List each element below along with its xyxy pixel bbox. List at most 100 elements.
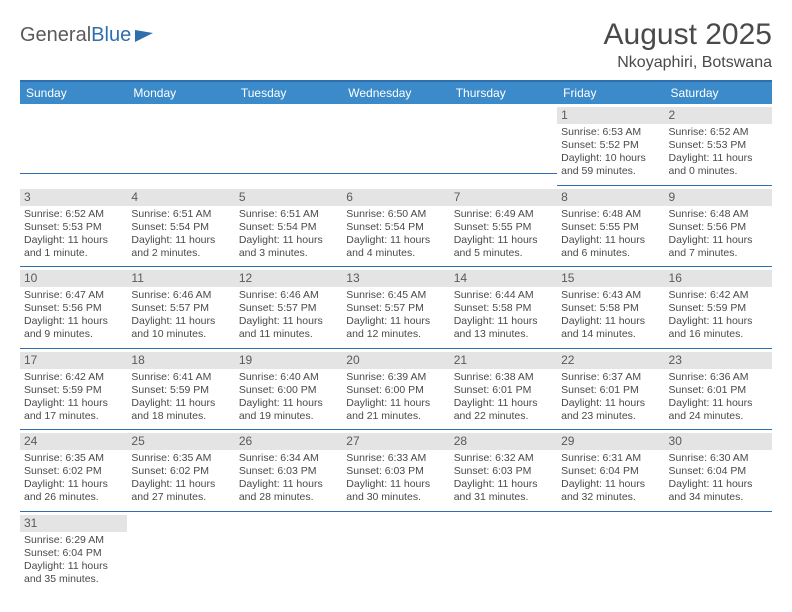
calendar-cell: 23Sunrise: 6:36 AMSunset: 6:01 PMDayligh…: [665, 349, 772, 431]
calendar-cell: 3Sunrise: 6:52 AMSunset: 5:53 PMDaylight…: [20, 186, 127, 268]
day-info: Sunrise: 6:29 AMSunset: 6:04 PMDaylight:…: [24, 534, 123, 587]
day-number: 17: [20, 352, 127, 369]
calendar-cell: 17Sunrise: 6:42 AMSunset: 5:59 PMDayligh…: [20, 349, 127, 431]
calendar-cell: 25 Sunrise: 6:35 AMSunset: 6:02 PMDayligh…: [127, 430, 234, 512]
day-header: Wednesday: [342, 82, 449, 104]
calendar-cell: 26 Sunrise: 6:34 AMSunset: 6:03 PMDayligh…: [235, 430, 342, 512]
day-number: 16: [665, 270, 772, 287]
calendar-cell: 24 Sunrise: 6:35 AMSunset: 6:02 PMDayligh…: [20, 430, 127, 512]
calendar-cell: 13 Sunrise: 6:45 AMSunset: 5:57 PMDayligh…: [342, 267, 449, 349]
day-header: Monday: [127, 82, 234, 104]
calendar-cell: 20Sunrise: 6:39 AMSunset: 6:00 PMDayligh…: [342, 349, 449, 431]
day-number: 27: [342, 433, 449, 450]
day-info: Sunrise: 6:37 AMSunset: 6:01 PMDaylight:…: [561, 371, 660, 424]
day-info: Sunrise: 6:40 AMSunset: 6:00 PMDaylight:…: [239, 371, 338, 424]
day-number: 7: [450, 189, 557, 206]
day-info: Sunrise: 6:35 AMSunset: 6:02 PMDaylight:…: [24, 452, 123, 505]
day-number: 4: [127, 189, 234, 206]
day-info: Sunrise: 6:46 AMSunset: 5:57 PMDaylight:…: [239, 289, 338, 342]
day-info: Sunrise: 6:43 AMSunset: 5:58 PMDaylight:…: [561, 289, 660, 342]
calendar-cell: 22Sunrise: 6:37 AMSunset: 6:01 PMDayligh…: [557, 349, 664, 431]
calendar-cell: 2Sunrise: 6:52 AMSunset: 5:53 PMDaylight…: [665, 104, 772, 186]
header: GeneralBlue August 2025 Nkoyaphiri, Bots…: [20, 18, 772, 72]
calendar-cell: 4 Sunrise: 6:51 AMSunset: 5:54 PMDaylight…: [127, 186, 234, 268]
day-number: 12: [235, 270, 342, 287]
day-info: Sunrise: 6:53 AMSunset: 5:52 PMDaylight:…: [561, 126, 660, 179]
day-header: Tuesday: [235, 82, 342, 104]
day-number: 24: [20, 433, 127, 450]
day-number: 19: [235, 352, 342, 369]
day-info: Sunrise: 6:30 AMSunset: 6:04 PMDaylight:…: [669, 452, 768, 505]
day-header: Saturday: [665, 82, 772, 104]
logo-text-general: General: [20, 24, 91, 47]
calendar-cell: 31 Sunrise: 6:29 AMSunset: 6:04 PMDayligh…: [20, 512, 127, 593]
calendar-row: 24Sunrise: 6:35 AMSunset: 6:02 PMDayligh…: [20, 430, 772, 512]
calendar-cell: 14Sunrise: 6:44 AMSunset: 5:58 PMDayligh…: [450, 267, 557, 349]
calendar-cell: 15 Sunrise: 6:43 AMSunset: 5:58 PMDayligh…: [557, 267, 664, 349]
day-info: Sunrise: 6:45 AMSunset: 5:57 PMDaylight:…: [346, 289, 445, 342]
calendar-cell: 7Sunrise: 6:49 AMSunset: 5:55 PMDaylight…: [450, 186, 557, 268]
calendar-cell: 29 Sunrise: 6:31 AMSunset: 6:04 PMDayligh…: [557, 430, 664, 512]
day-number: 26: [235, 433, 342, 450]
calendar-body: 1 Sunrise: 6:53 AMSunset: 5:52 PMDaylight…: [20, 104, 772, 592]
day-number: 15: [557, 270, 664, 287]
calendar-cell: [342, 512, 449, 593]
day-info: Sunrise: 6:48 AMSunset: 5:55 PMDaylight:…: [561, 208, 660, 261]
calendar-row: 10 Sunrise: 6:47 AMSunset: 5:56 PMDayligh…: [20, 267, 772, 349]
day-number: 31: [20, 515, 127, 532]
day-header: Thursday: [450, 82, 557, 104]
calendar-cell: 27 Sunrise: 6:33 AMSunset: 6:03 PMDayligh…: [342, 430, 449, 512]
day-number: 3: [20, 189, 127, 206]
day-info: Sunrise: 6:34 AMSunset: 6:03 PMDaylight:…: [239, 452, 338, 505]
calendar-cell: [557, 512, 664, 593]
calendar-cell: [127, 512, 234, 593]
calendar-row: 1 Sunrise: 6:53 AMSunset: 5:52 PMDaylight…: [20, 104, 772, 186]
day-info: Sunrise: 6:38 AMSunset: 6:01 PMDaylight:…: [454, 371, 553, 424]
calendar-cell: 6Sunrise: 6:50 AMSunset: 5:54 PMDaylight…: [342, 186, 449, 268]
calendar-cell: 19 Sunrise: 6:40 AMSunset: 6:00 PMDayligh…: [235, 349, 342, 431]
day-info: Sunrise: 6:46 AMSunset: 5:57 PMDaylight:…: [131, 289, 230, 342]
day-number: 13: [342, 270, 449, 287]
calendar-cell: [127, 104, 234, 186]
flag-icon: [133, 28, 155, 44]
calendar-cell: 5 Sunrise: 6:51 AMSunset: 5:54 PMDaylight…: [235, 186, 342, 268]
day-number: 14: [450, 270, 557, 287]
day-number: 28: [450, 433, 557, 450]
logo-text-blue: Blue: [91, 24, 131, 47]
calendar-cell: [342, 104, 449, 186]
calendar-cell: 16 Sunrise: 6:42 AMSunset: 5:59 PMDayligh…: [665, 267, 772, 349]
logo: GeneralBlue: [20, 18, 155, 47]
calendar-cell: 11 Sunrise: 6:46 AMSunset: 5:57 PMDayligh…: [127, 267, 234, 349]
calendar-cell: [665, 512, 772, 593]
day-number: 29: [557, 433, 664, 450]
calendar-cell: 21 Sunrise: 6:38 AMSunset: 6:01 PMDayligh…: [450, 349, 557, 431]
day-info: Sunrise: 6:51 AMSunset: 5:54 PMDaylight:…: [239, 208, 338, 261]
day-info: Sunrise: 6:51 AMSunset: 5:54 PMDaylight:…: [131, 208, 230, 261]
calendar-cell: 12 Sunrise: 6:46 AMSunset: 5:57 PMDayligh…: [235, 267, 342, 349]
calendar-head: SundayMondayTuesdayWednesdayThursdayFrid…: [20, 82, 772, 104]
day-info: Sunrise: 6:31 AMSunset: 6:04 PMDaylight:…: [561, 452, 660, 505]
day-number: 5: [235, 189, 342, 206]
calendar-cell: [450, 512, 557, 593]
day-info: Sunrise: 6:42 AMSunset: 5:59 PMDaylight:…: [669, 289, 768, 342]
day-number: 21: [450, 352, 557, 369]
day-info: Sunrise: 6:41 AMSunset: 5:59 PMDaylight:…: [131, 371, 230, 424]
calendar-cell: 8 Sunrise: 6:48 AMSunset: 5:55 PMDaylight…: [557, 186, 664, 268]
calendar-row: 17Sunrise: 6:42 AMSunset: 5:59 PMDayligh…: [20, 349, 772, 431]
day-number: 25: [127, 433, 234, 450]
calendar-row: 3Sunrise: 6:52 AMSunset: 5:53 PMDaylight…: [20, 186, 772, 268]
page-title: August 2025: [604, 18, 772, 52]
day-number: 1: [557, 107, 664, 124]
day-info: Sunrise: 6:52 AMSunset: 5:53 PMDaylight:…: [669, 126, 768, 179]
title-block: August 2025 Nkoyaphiri, Botswana: [604, 18, 772, 72]
calendar-table: SundayMondayTuesdayWednesdayThursdayFrid…: [20, 82, 772, 592]
day-number: 10: [20, 270, 127, 287]
calendar-cell: [20, 104, 127, 186]
day-number: 8: [557, 189, 664, 206]
day-info: Sunrise: 6:47 AMSunset: 5:56 PMDaylight:…: [24, 289, 123, 342]
calendar-cell: 1 Sunrise: 6:53 AMSunset: 5:52 PMDaylight…: [557, 104, 664, 186]
day-info: Sunrise: 6:33 AMSunset: 6:03 PMDaylight:…: [346, 452, 445, 505]
day-header: Friday: [557, 82, 664, 104]
day-info: Sunrise: 6:35 AMSunset: 6:02 PMDaylight:…: [131, 452, 230, 505]
day-number: 11: [127, 270, 234, 287]
